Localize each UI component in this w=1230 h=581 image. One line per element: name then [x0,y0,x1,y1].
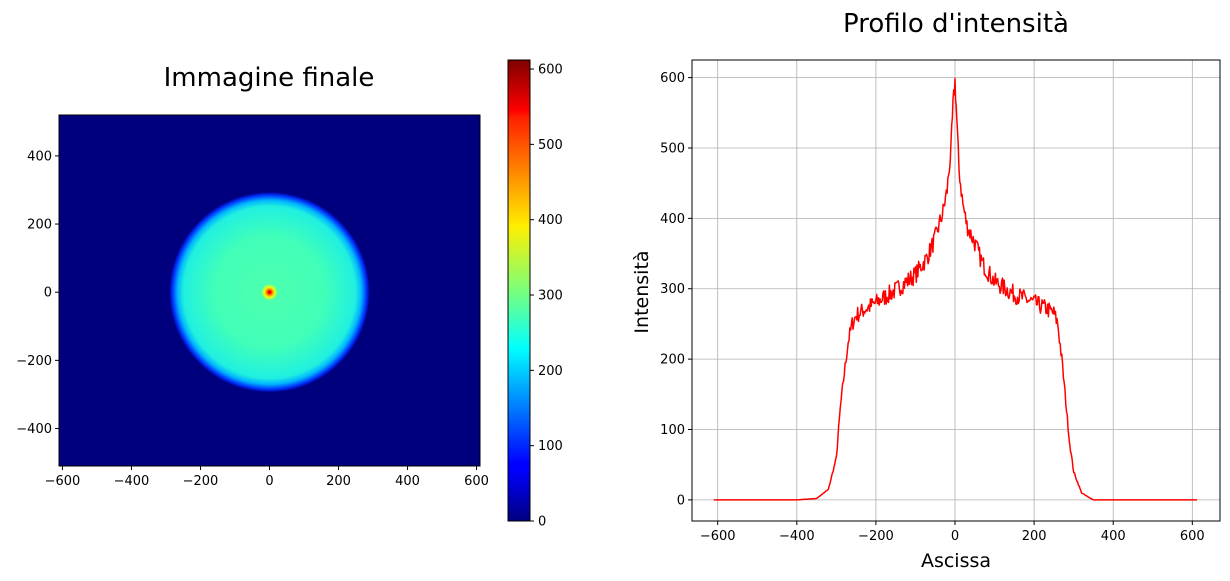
colorbar: 0 100 200 300 400 500 600 [507,59,563,530]
profile-xtick-label: 600 [1180,529,1205,544]
profile-ylabel: Intensità [631,250,653,333]
profile-xtick-label: 200 [1022,529,1047,544]
colorbar-tick-label: 200 [538,364,563,379]
heatmap-ytick-label: −200 [16,354,52,369]
heatmap-ytick-label: 400 [27,149,52,164]
colorbar-tick-label: 600 [538,63,563,78]
heatmap-ytick-label: 200 [27,218,52,233]
heatmap-xtick-label: −200 [183,474,219,489]
heatmap-xtick-label: −400 [114,474,150,489]
profile-xtick-label: 400 [1101,529,1126,544]
intensity-peak [260,283,279,301]
colorbar-tick-label: 100 [538,439,563,454]
colorbar-tick-label: 500 [538,138,563,153]
profile-ytick-label: 500 [660,141,685,156]
heatmap-xtick-label: −600 [45,474,81,489]
heatmap-ytick-label: −400 [16,422,52,437]
profile-ytick-label: 200 [660,353,685,368]
heatmap-xtick-label: 200 [326,474,351,489]
profile-ytick-label: 300 [660,282,685,297]
profile-title: Profilo d'intensità [843,9,1069,39]
heatmap-xtick-label: 600 [464,474,489,489]
colorbar-tick-label: 300 [538,289,563,304]
heatmap-xtick-label: 0 [265,474,273,489]
profile-xlabel: Ascissa [921,550,991,572]
colorbar-frame [507,59,531,522]
profile-xtick-label: −600 [700,529,736,544]
colorbar-tick-label: 400 [538,213,563,228]
heatmap-title: Immagine finale [164,63,375,93]
profile-ytick-label: 400 [660,212,685,227]
profile-xtick-label: 0 [951,529,959,544]
colorbar-tick-label: 0 [538,515,546,530]
profile-panel: Profilo d'intensità −600 −400 −200 0 200 400 6… [631,9,1221,572]
colorbar-gradient [508,60,530,521]
profile-ytick-label: 600 [660,71,685,86]
profile-ytick-label: 0 [677,493,685,508]
heatmap-panel: Immagine finale −600 −400 −200 0 200 400 600 −4… [16,63,489,489]
profile-frame [691,59,1221,522]
profile-ytick-label: 100 [660,423,685,438]
profile-xtick-label: −400 [779,529,815,544]
heatmap-xtick-label: 400 [395,474,420,489]
profile-xtick-label: −200 [858,529,894,544]
heatmap-ytick-label: 0 [44,286,52,301]
profile-line [713,77,1198,501]
